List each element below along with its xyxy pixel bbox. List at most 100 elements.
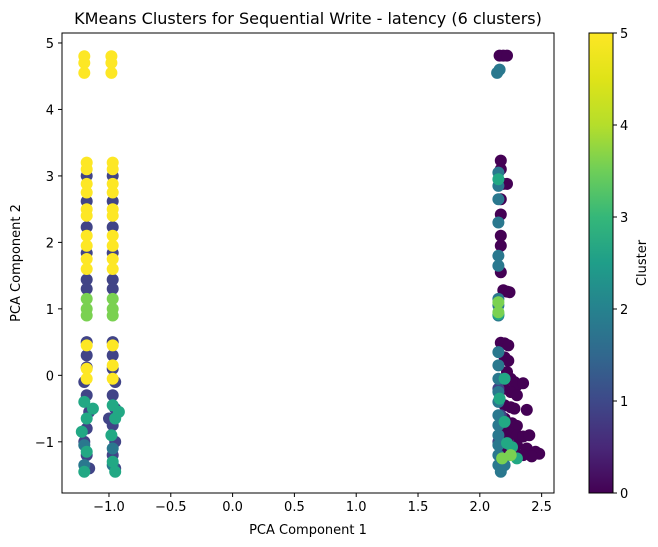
scatter-point-cluster-3 — [78, 395, 91, 408]
scatter-point-cluster-4 — [80, 292, 93, 305]
colorbar-frame — [588, 32, 614, 494]
y-tick-label: 4 — [46, 103, 54, 118]
scatter-point-cluster-1 — [106, 221, 119, 234]
scatter-point-cluster-3 — [109, 465, 122, 478]
scatter-point-cluster-3 — [498, 372, 511, 385]
scatter-point-cluster-5 — [105, 66, 118, 79]
x-tick-label: 0.5 — [284, 500, 305, 515]
scatter-point-cluster-2 — [492, 259, 505, 272]
x-tick-label: −1.0 — [93, 500, 125, 515]
scatter-point-cluster-5 — [80, 209, 93, 222]
scatter-point-cluster-2 — [492, 346, 505, 359]
scatter-point-cluster-3 — [78, 465, 91, 478]
colorbar-tick-label: 5 — [620, 27, 628, 42]
scatter-point-cluster-3 — [105, 429, 118, 442]
x-axis-label: PCA Component 1 — [249, 523, 367, 538]
scatter-point-cluster-4 — [106, 292, 119, 305]
scatter-point-cluster-5 — [80, 339, 93, 352]
scatter-point-cluster-2 — [492, 193, 505, 206]
y-tick-label: 5 — [46, 37, 54, 52]
scatter-point-cluster-5 — [106, 359, 119, 372]
scatter-point-cluster-5 — [78, 56, 91, 69]
colorbar-tick-label: 0 — [620, 487, 628, 502]
scatter-point-cluster-0 — [501, 49, 513, 62]
scatter-point-cluster-5 — [106, 239, 119, 252]
scatter-point-cluster-2 — [492, 359, 505, 372]
scatter-point-cluster-0 — [517, 377, 530, 390]
scatter-point-cluster-2 — [492, 216, 505, 229]
scatter-point-cluster-1 — [106, 389, 119, 402]
scatter-point-cluster-0 — [510, 389, 523, 402]
scatter-point-cluster-5 — [106, 177, 119, 190]
scatter-point-cluster-4 — [106, 309, 119, 322]
scatter-point-cluster-3 — [80, 445, 93, 458]
scatter-point-cluster-4 — [492, 306, 505, 319]
scatter-point-cluster-3 — [106, 455, 119, 468]
scatter-point-cluster-1 — [106, 282, 119, 295]
scatter-point-cluster-4 — [492, 296, 505, 309]
x-tick-label: −0.5 — [155, 500, 187, 515]
scatter-point-cluster-5 — [80, 263, 93, 275]
plot-area-frame — [61, 32, 555, 494]
scatter-point-cluster-3 — [80, 412, 93, 425]
scatter-point-cluster-2 — [492, 429, 505, 442]
y-tick-label: 1 — [46, 303, 54, 318]
scatter-point-cluster-5 — [106, 229, 119, 242]
points-layer — [75, 49, 546, 478]
x-tick-label: 2.0 — [469, 500, 490, 515]
scatter-point-cluster-5 — [80, 253, 93, 265]
scatter-point-cluster-5 — [80, 239, 93, 252]
scatter-point-cluster-5 — [80, 163, 93, 176]
scatter-point-cluster-3 — [498, 415, 511, 428]
scatter-point-cluster-0 — [502, 339, 515, 352]
y-tick-label: 2 — [46, 236, 54, 251]
scatter-point-cluster-0 — [494, 229, 507, 242]
colorbar-label: Cluster — [635, 239, 650, 286]
scatter-point-cluster-5 — [106, 372, 119, 385]
scatter-point-cluster-0 — [494, 154, 507, 167]
y-axis-label: PCA Component 2 — [9, 204, 24, 322]
scatter-point-cluster-0 — [520, 403, 533, 416]
scatter-point-cluster-2 — [106, 442, 119, 455]
scatter-point-cluster-0 — [503, 286, 516, 299]
colorbar-tick-label: 4 — [620, 119, 628, 134]
scatter-point-cluster-0 — [523, 429, 536, 442]
scatter-point-cluster-0 — [508, 402, 521, 415]
x-tick-label: 2.5 — [531, 500, 552, 515]
scatter-point-cluster-1 — [80, 282, 93, 295]
scatter-point-cluster-2 — [492, 249, 505, 262]
scatter-point-cluster-3 — [75, 425, 88, 438]
scatter-point-cluster-1 — [106, 273, 119, 286]
scatter-point-cluster-5 — [80, 362, 93, 375]
colorbar-axis: 0 1 2 3 4 5 — [613, 27, 628, 502]
scatter-point-cluster-5 — [80, 186, 93, 199]
y-tick-label: 0 — [46, 369, 54, 384]
scatter-point-cluster-5 — [80, 372, 93, 385]
scatter-point-cluster-5 — [80, 229, 93, 242]
scatter-point-cluster-5 — [106, 209, 119, 222]
x-tick-label: 0.0 — [222, 500, 243, 515]
scatter-point-cluster-2 — [493, 63, 506, 76]
y-tick-label: −1 — [35, 436, 54, 451]
x-tick-label: 1.0 — [346, 500, 367, 515]
scatter-point-cluster-3 — [492, 173, 505, 186]
scatter-point-cluster-5 — [106, 253, 119, 265]
scatter-point-cluster-5 — [106, 339, 119, 352]
colorbar-tick-label: 2 — [620, 303, 628, 318]
scatter-point-cluster-5 — [78, 66, 91, 79]
scatter-point-cluster-1 — [80, 349, 93, 362]
scatter-point-cluster-5 — [105, 56, 118, 69]
y-tick-label: 3 — [46, 170, 54, 185]
scatter-point-cluster-4 — [504, 449, 517, 462]
scatter-point-cluster-3 — [493, 392, 506, 405]
scatter-point-cluster-0 — [502, 354, 515, 367]
colorbar-tick-label: 3 — [620, 211, 628, 226]
scatter-point-cluster-3 — [112, 405, 125, 418]
scatter-point-cluster-5 — [80, 177, 93, 190]
scatter-point-cluster-3 — [86, 402, 99, 415]
x-tick-label: 1.5 — [408, 500, 429, 515]
scatter-point-cluster-5 — [106, 263, 119, 275]
colorbar-gradient — [589, 33, 613, 493]
y-axis: −1 0 1 2 3 4 5 — [35, 37, 62, 451]
